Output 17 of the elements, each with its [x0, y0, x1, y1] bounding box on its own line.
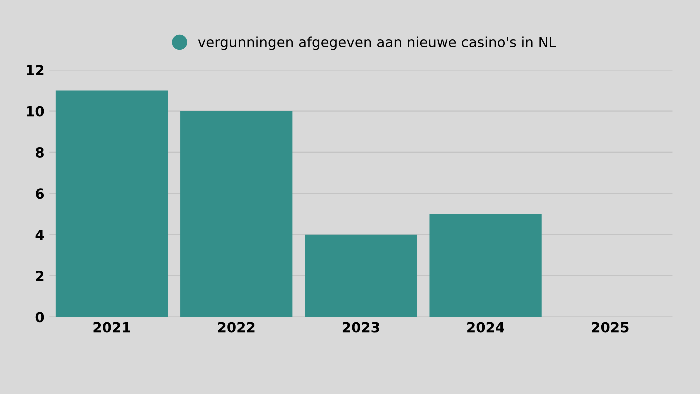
bar: [180, 111, 293, 318]
bar: [430, 214, 542, 318]
y-tick-label: 10: [27, 106, 44, 117]
y-tick-label: 2: [36, 270, 44, 282]
bar: [305, 234, 418, 318]
x-tick-label: 2023: [342, 322, 380, 333]
y-tick-label: 6: [36, 188, 44, 200]
y-tick-label: 0: [36, 312, 44, 323]
legend-label: vergunningen afgegeven aan nieuwe casino's in NL: [198, 36, 556, 50]
x-tick-label: 2021: [94, 322, 130, 333]
bar: [56, 90, 168, 318]
x-tick-label: 2024: [468, 322, 504, 333]
x-tick-label: 2022: [218, 322, 255, 333]
x-tick-label: 2025: [592, 322, 629, 333]
y-tick-label: 8: [36, 147, 44, 158]
y-tick-label: 12: [27, 65, 44, 76]
y-tick-label: 4: [36, 230, 44, 240]
